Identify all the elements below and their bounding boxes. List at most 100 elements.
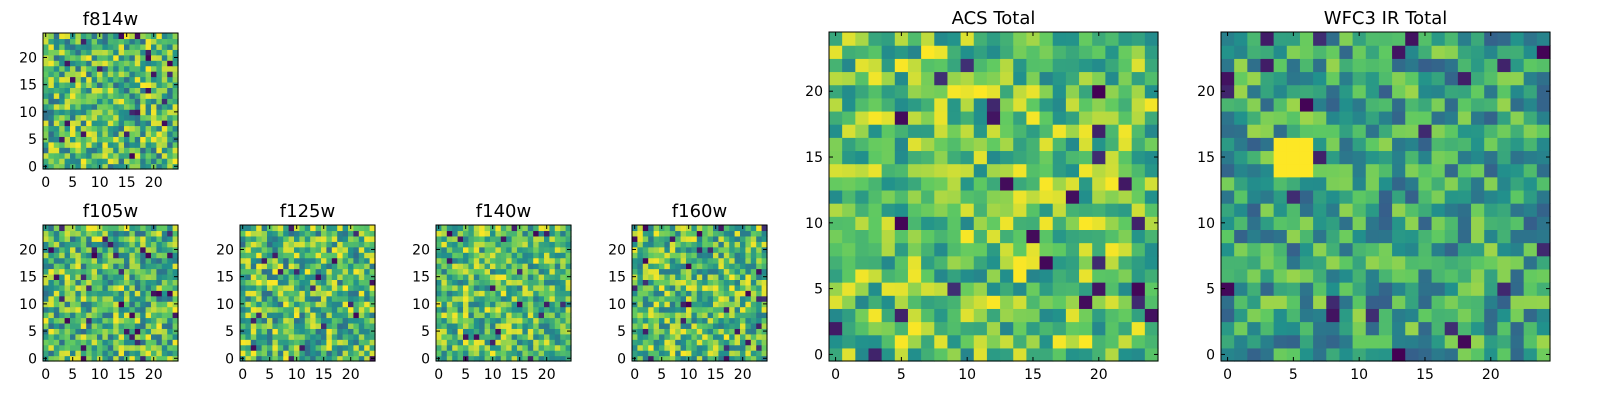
heatmap-cell <box>134 333 141 340</box>
heatmap-cell <box>868 150 883 165</box>
heatmap-cell <box>522 235 529 242</box>
heatmap-cell <box>107 301 114 308</box>
heatmap-cell <box>172 114 179 121</box>
heatmap-cell <box>75 76 82 83</box>
heatmap-cell <box>277 263 284 270</box>
heatmap-cell <box>245 333 252 340</box>
heatmap-cell <box>86 241 93 248</box>
heatmap-cell <box>1418 110 1433 125</box>
heatmap-cell <box>1247 268 1262 283</box>
heatmap-cell <box>43 147 49 154</box>
heatmap-cell <box>240 295 246 302</box>
heatmap-cell <box>53 230 60 237</box>
heatmap-cell <box>156 103 163 110</box>
heatmap-cell <box>921 347 935 362</box>
heatmap-cell <box>881 203 896 217</box>
heatmap-cell <box>91 268 98 275</box>
heatmap-cell <box>527 230 534 237</box>
heatmap-cell <box>495 339 502 346</box>
heatmap-cell <box>1326 295 1341 309</box>
heatmap-cell <box>533 333 540 340</box>
heatmap-cell <box>134 235 141 242</box>
x-tick-label: 15 <box>707 367 725 383</box>
heatmap-cell <box>664 333 671 340</box>
heatmap-cell <box>1352 216 1367 230</box>
heatmap-cell <box>250 230 257 237</box>
heatmap-cell <box>1260 255 1275 270</box>
heatmap-cell <box>1247 321 1262 336</box>
y-tick-label: 20 <box>216 242 234 258</box>
heatmap-cell <box>53 163 60 170</box>
heatmap-cell <box>1118 347 1133 362</box>
heatmap-cell <box>172 49 179 56</box>
heatmap-cell <box>97 125 103 132</box>
heatmap-cell <box>463 322 469 329</box>
heatmap-cell <box>358 350 365 357</box>
heatmap-cell <box>156 43 163 50</box>
heatmap-cell <box>337 306 344 313</box>
heatmap-cell <box>544 241 550 248</box>
heatmap-cell <box>761 252 768 259</box>
heatmap-cell <box>97 87 103 94</box>
heatmap-cell <box>659 301 665 308</box>
heatmap-cell <box>653 273 660 280</box>
heatmap-cell <box>1352 295 1367 309</box>
heatmap-cell <box>1260 124 1275 138</box>
heatmap-cell <box>1105 203 1120 217</box>
heatmap-cell <box>156 136 163 143</box>
heatmap-cell <box>1313 203 1327 217</box>
heatmap-cell <box>1484 295 1498 309</box>
heatmap-cell <box>506 333 513 340</box>
heatmap-cell <box>637 225 644 232</box>
heatmap-cell <box>1523 71 1538 86</box>
heatmap-cell <box>156 284 163 291</box>
heatmap-cell <box>107 328 114 335</box>
heatmap-cell <box>637 235 644 242</box>
heatmap-cell <box>533 322 540 329</box>
y-tick-label: 20 <box>805 84 823 100</box>
heatmap-cell <box>527 295 534 302</box>
heatmap-cell <box>560 290 567 297</box>
heatmap-cell <box>91 306 98 313</box>
heatmap-cell <box>761 322 768 329</box>
heatmap-cell <box>113 268 120 275</box>
heatmap-cell <box>326 306 333 313</box>
heatmap-cell <box>118 43 125 50</box>
heatmap-cell <box>511 306 518 313</box>
heatmap-cell <box>1405 203 1419 217</box>
heatmap-cell <box>907 137 922 152</box>
heatmap-cell <box>490 344 496 351</box>
heatmap-cell <box>960 229 975 244</box>
heatmap-cell <box>894 176 909 191</box>
heatmap-cell <box>691 273 698 280</box>
heatmap-cell <box>750 257 757 264</box>
heatmap-cell <box>1326 321 1341 336</box>
heatmap-cell <box>829 255 843 270</box>
heatmap-cell <box>134 328 141 335</box>
heatmap-cell <box>70 71 76 78</box>
heatmap-cell <box>868 189 883 204</box>
heatmap-cell <box>283 235 290 242</box>
heatmap-cell <box>686 344 692 351</box>
heatmap-cell <box>761 350 768 357</box>
x-tick-label: 0 <box>630 367 639 383</box>
heatmap-cell <box>1471 45 1485 59</box>
heatmap-cell <box>756 317 763 324</box>
heatmap-cell <box>1118 45 1133 59</box>
heatmap-cell <box>527 257 534 264</box>
heatmap-cell <box>64 355 71 362</box>
heatmap-cell <box>43 152 49 159</box>
heatmap-cell <box>48 235 55 242</box>
heatmap-cell <box>637 246 644 253</box>
heatmap-cell <box>1026 110 1041 125</box>
heatmap-cell <box>506 295 513 302</box>
heatmap-cell <box>986 282 1001 296</box>
heatmap-cell <box>1286 216 1301 230</box>
heatmap-cell <box>80 263 87 270</box>
heatmap-cell <box>549 350 556 357</box>
heatmap-cell <box>500 355 507 362</box>
heatmap-cell <box>43 120 49 127</box>
heatmap-cell <box>1523 295 1538 309</box>
heatmap-cell <box>1221 334 1235 349</box>
heatmap-cell <box>1326 229 1341 244</box>
